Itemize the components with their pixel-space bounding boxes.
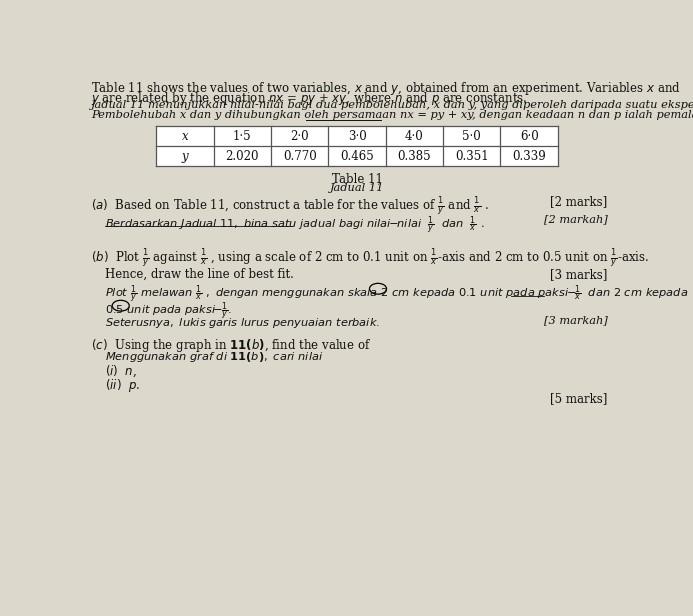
Text: Jadual 11 menunjukkan nilai-nilai bagi dua pembolehubah, x dan y, yang diperoleh: Jadual 11 menunjukkan nilai-nilai bagi d… xyxy=(91,100,693,110)
Text: 2·0: 2·0 xyxy=(290,130,309,143)
Text: $(c)$  Using the graph in $\mathbf{11(}$$b$$\mathbf{)}$, find the value of: $(c)$ Using the graph in $\mathbf{11(}$$… xyxy=(91,337,371,354)
Text: 0.351: 0.351 xyxy=(455,150,489,163)
Text: [2 marks]: [2 marks] xyxy=(550,195,608,209)
Text: $(ii)$  $p$.: $(ii)$ $p$. xyxy=(105,376,141,394)
Text: Pembolehubah x dan y dihubungkan oleh persamaan nx = py + xy, dengan keadaan n d: Pembolehubah x dan y dihubungkan oleh pe… xyxy=(91,110,693,120)
Text: Table 11 shows the values of two variables, $x$ and $y$, obtained from an experi: Table 11 shows the values of two variabl… xyxy=(91,80,681,97)
Text: 0.339: 0.339 xyxy=(512,150,546,163)
Text: [3 marks]: [3 marks] xyxy=(550,268,608,281)
Text: $\mathit{Menggunakan\ graf\ di\ }$$\mathbf{11(}$$b$$\mathbf{)}$$\mathit{,\ cari\: $\mathit{Menggunakan\ graf\ di\ }$$\math… xyxy=(105,351,324,364)
Text: 0.770: 0.770 xyxy=(283,150,317,163)
Text: Hence, draw the line of best fit.: Hence, draw the line of best fit. xyxy=(105,268,294,281)
Text: 0.385: 0.385 xyxy=(398,150,431,163)
Text: x: x xyxy=(182,130,188,143)
Text: 0.465: 0.465 xyxy=(340,150,374,163)
Text: $(a)$  Based on Table 11, construct a table for the values of $\frac{1}{y}$ and : $(a)$ Based on Table 11, construct a tab… xyxy=(91,195,489,218)
Text: $\mathit{Berdasarkan\ Jadual\ 11,\ bina\ satu\ jadual\ bagi\ nilai\!\!-\!\!nilai: $\mathit{Berdasarkan\ Jadual\ 11,\ bina\… xyxy=(105,214,485,237)
Text: Table 11: Table 11 xyxy=(332,173,383,186)
Text: $(b)$  Plot $\frac{1}{y}$ against $\frac{1}{x}$ , using a scale of 2 cm to 0.1 u: $(b)$ Plot $\frac{1}{y}$ against $\frac{… xyxy=(91,248,649,270)
Text: $\mathit{Seterusnya,\ lukis\ garis\ lurus\ penyuaian\ terbaik.}$: $\mathit{Seterusnya,\ lukis\ garis\ luru… xyxy=(105,315,380,330)
Bar xyxy=(157,126,558,166)
Text: $(i)$  $n$,: $(i)$ $n$, xyxy=(105,363,137,379)
Text: 2.020: 2.020 xyxy=(226,150,259,163)
Text: [5 marks]: [5 marks] xyxy=(550,392,608,405)
Text: 3·0: 3·0 xyxy=(348,130,367,143)
Text: [2 markah]: [2 markah] xyxy=(543,214,608,224)
Text: $y$ are related by the equation $nx$ = $py$ + $xy$, where $n$ and $p$ are consta: $y$ are related by the equation $nx$ = $… xyxy=(91,90,528,107)
Text: $\mathit{Plot}$ $\frac{1}{y}$ $\mathit{melawan}$ $\frac{1}{x}$ $\mathit{,\ denga: $\mathit{Plot}$ $\frac{1}{y}$ $\mathit{m… xyxy=(105,283,688,306)
Text: $\mathit{0.5\ unit\ pada\ paksi\!\!-\!\!}$$\frac{1}{y}$$\mathit{.}$: $\mathit{0.5\ unit\ pada\ paksi\!\!-\!\!… xyxy=(105,300,232,323)
Text: 1·5: 1·5 xyxy=(233,130,252,143)
Text: y: y xyxy=(182,150,188,163)
Text: [3 markah]: [3 markah] xyxy=(543,315,608,326)
Text: 4·0: 4·0 xyxy=(405,130,424,143)
Text: 6·0: 6·0 xyxy=(520,130,538,143)
Text: Jadual 11: Jadual 11 xyxy=(330,184,385,193)
Text: 5·0: 5·0 xyxy=(462,130,481,143)
